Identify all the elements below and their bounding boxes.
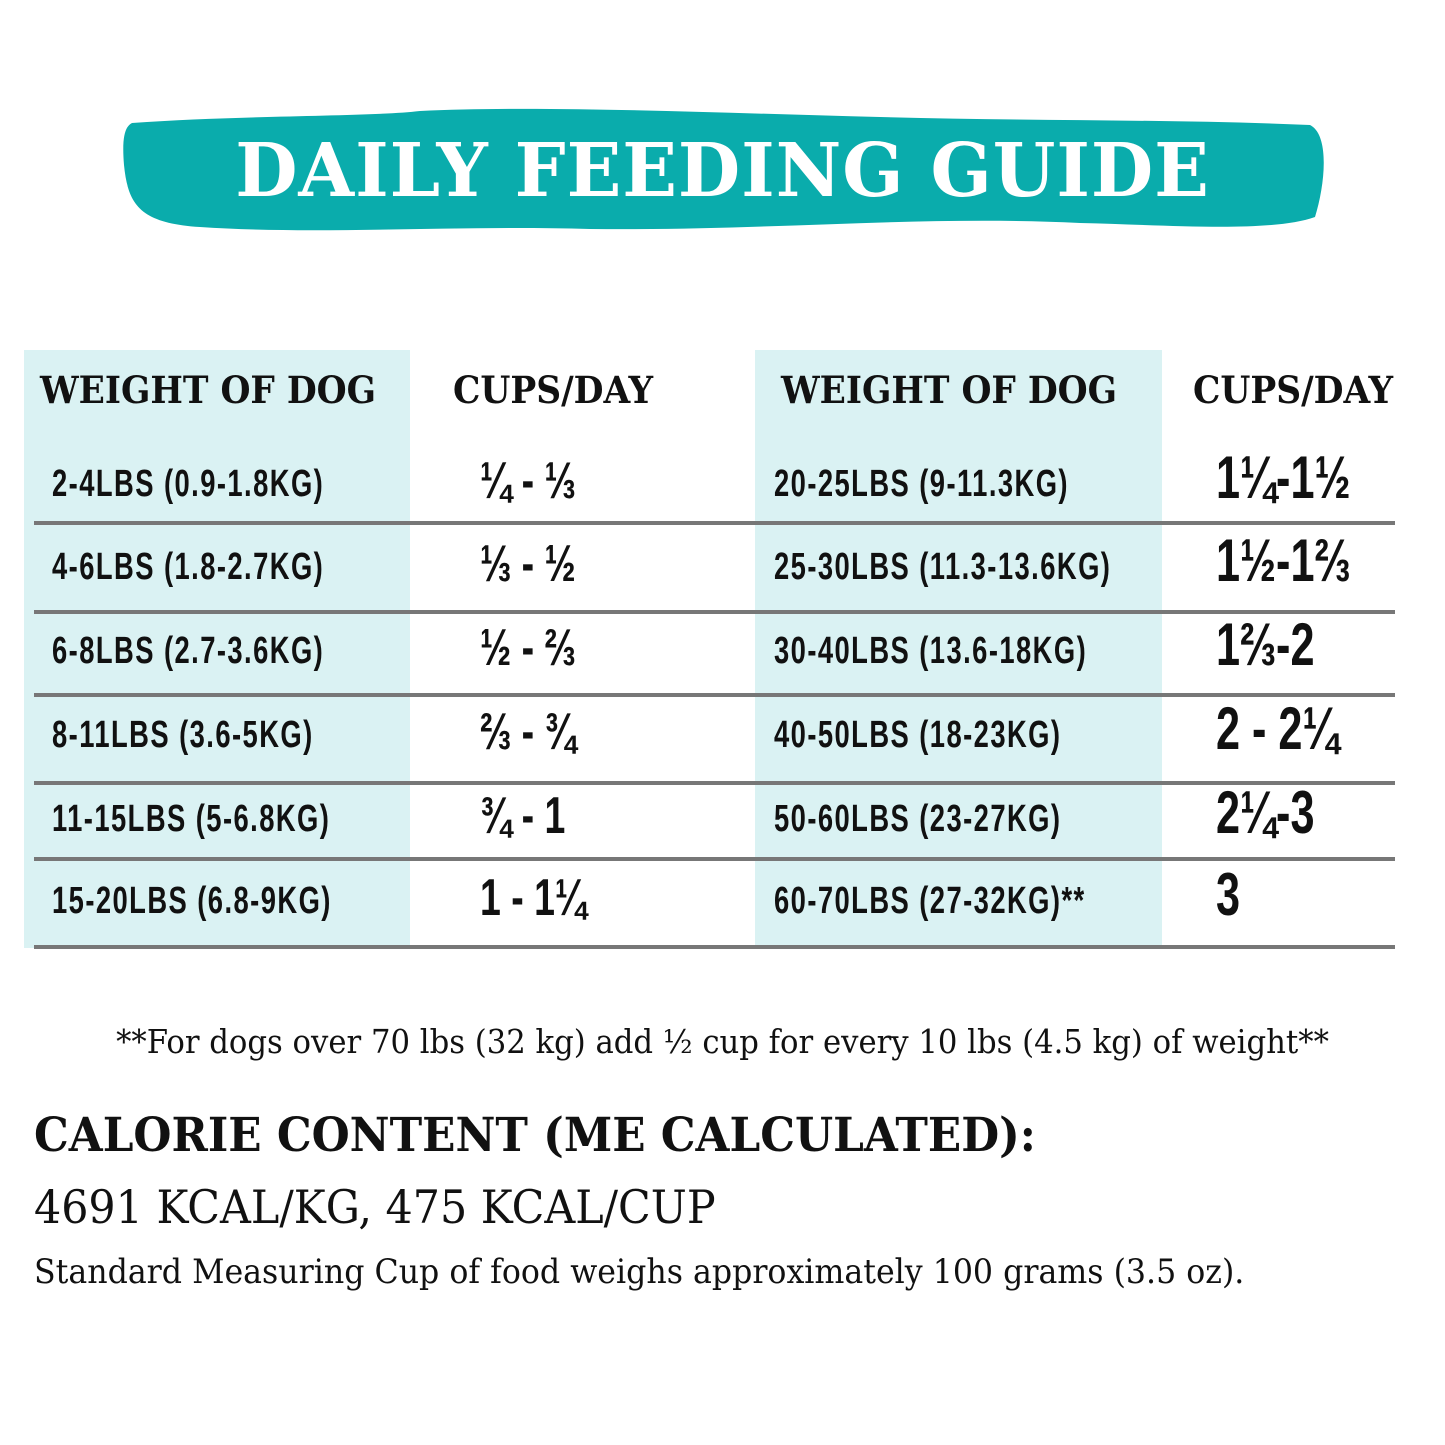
row-divider bbox=[34, 693, 1395, 697]
right-cups-cell: 1½-1⅔ bbox=[1216, 527, 1351, 594]
right-cups-cell: 2¼-3 bbox=[1216, 779, 1315, 846]
calorie-heading: CALORIE CONTENT (ME CALCULATED): bbox=[34, 1108, 1036, 1163]
left-cups-cell: 1 - 1¼ bbox=[480, 869, 587, 927]
right-weight-cell: 40-50LBS (18-23KG) bbox=[774, 714, 1062, 756]
footnote: **For dogs over 70 lbs (32 kg) add ½ cup… bbox=[116, 1022, 1329, 1061]
row-divider bbox=[34, 857, 1395, 861]
right-weight-header: WEIGHT OF DOG bbox=[781, 368, 1118, 412]
left-cups-header: CUPS/DAY bbox=[453, 368, 654, 412]
page-title: DAILY FEEDING GUIDE bbox=[235, 128, 1210, 214]
left-cups-cell: ¼ - ⅓ bbox=[480, 452, 576, 510]
left-cups-cell: ⅓ - ½ bbox=[480, 535, 576, 593]
title-banner bbox=[120, 105, 1325, 240]
right-weight-cell: 20-25LBS (9-11.3KG) bbox=[774, 463, 1069, 505]
left-weight-cell: 15-20LBS (6.8-9KG) bbox=[52, 880, 332, 922]
right-cups-header: CUPS/DAY bbox=[1193, 368, 1394, 412]
banner-brush-shape bbox=[123, 108, 1324, 231]
measuring-cup-note: Standard Measuring Cup of food weighs ap… bbox=[34, 1252, 1245, 1292]
row-divider bbox=[34, 781, 1395, 785]
right-weight-cell: 50-60LBS (23-27KG) bbox=[774, 798, 1062, 840]
left-weight-cell: 6-8LBS (2.7-3.6KG) bbox=[52, 630, 325, 672]
row-divider bbox=[34, 945, 1395, 949]
calorie-values: 4691 KCAL/KG, 475 KCAL/CUP bbox=[34, 1180, 716, 1234]
left-weight-cell: 4-6LBS (1.8-2.7KG) bbox=[52, 546, 325, 588]
left-cups-cell: ⅔ - ¾ bbox=[480, 703, 576, 761]
left-weight-cell: 11-15LBS (5-6.8KG) bbox=[52, 798, 331, 840]
left-cups-cell: ¾ - 1 bbox=[480, 787, 566, 845]
right-weight-cell: 25-30LBS (11.3-13.6KG) bbox=[774, 546, 1112, 588]
row-divider bbox=[34, 610, 1395, 614]
row-divider bbox=[34, 521, 1395, 525]
right-cups-cell: 1¼-1½ bbox=[1216, 444, 1351, 511]
left-weight-column-shade bbox=[24, 350, 410, 948]
left-weight-cell: 8-11LBS (3.6-5KG) bbox=[52, 714, 314, 756]
left-weight-cell: 2-4LBS (0.9-1.8KG) bbox=[52, 463, 325, 505]
right-weight-column-shade bbox=[755, 350, 1162, 948]
left-cups-cell: ½ - ⅔ bbox=[480, 619, 576, 677]
right-weight-cell: 30-40LBS (13.6-18KG) bbox=[774, 630, 1088, 672]
left-weight-header: WEIGHT OF DOG bbox=[40, 368, 377, 412]
right-weight-cell: 60-70LBS (27-32KG)** bbox=[774, 880, 1086, 922]
right-cups-cell: 1⅔-2 bbox=[1216, 611, 1315, 678]
right-cups-cell: 3 bbox=[1216, 861, 1241, 928]
right-cups-cell: 2 - 2¼ bbox=[1216, 695, 1339, 762]
